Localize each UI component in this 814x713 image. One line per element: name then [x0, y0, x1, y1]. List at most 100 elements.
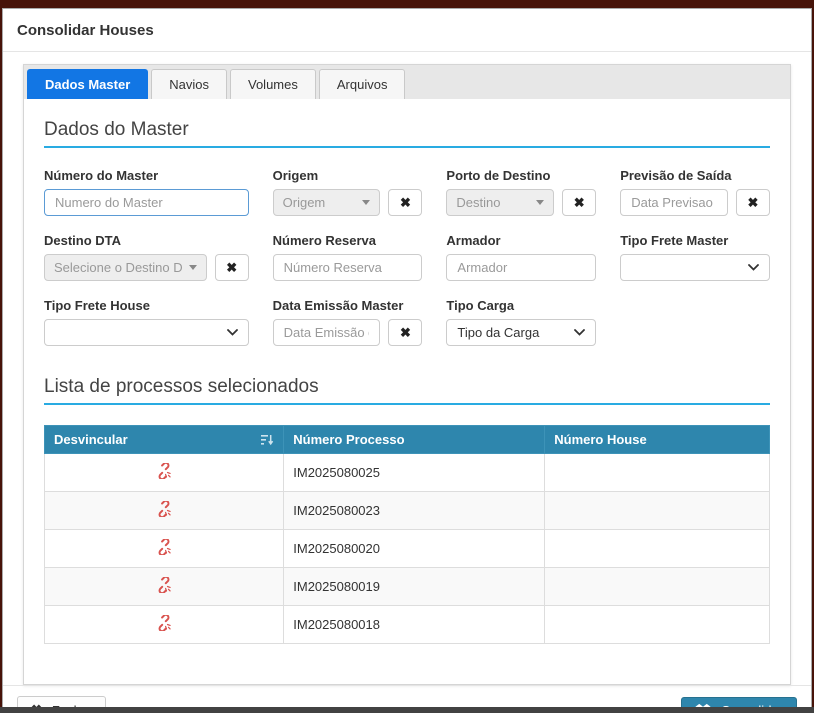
header-desvincular[interactable]: Desvincular: [43, 425, 285, 454]
processo-cell: IM2025080018: [283, 605, 546, 644]
unlink-icon: [158, 613, 171, 633]
modal-body: Dados Master Navios Volumes Arquivos Dad…: [3, 52, 811, 685]
tipo-carga-label: Tipo Carga: [446, 298, 515, 313]
field-porto-destino: Porto de Destino Destino ✖: [446, 168, 597, 216]
field-armador: Armador: [446, 233, 597, 281]
clear-icon: ✖: [399, 324, 411, 340]
tab-strip: Dados Master Navios Volumes Arquivos: [24, 65, 790, 99]
table-row: IM2025080018: [43, 605, 770, 644]
clear-icon: ✖: [399, 194, 411, 210]
destino-dta-label: Destino DTA: [44, 233, 122, 248]
origem-label: Origem: [272, 168, 319, 183]
field-previsao-saida: Previsão de Saída ✖: [620, 168, 770, 216]
consolidar-houses-modal: Consolidar Houses Dados Master Navios Vo…: [2, 8, 812, 713]
porto-destino-select[interactable]: Destino: [446, 189, 555, 216]
unlink-icon: [158, 537, 171, 557]
clear-icon: ✖: [573, 194, 585, 210]
table-row: IM2025080019: [43, 567, 770, 606]
processo-cell: IM2025080025: [283, 453, 546, 492]
porto-destino-select-value: Destino: [456, 195, 501, 210]
porto-destino-label: Porto de Destino: [446, 168, 551, 183]
background-bottom-bar: [0, 707, 814, 713]
porto-destino-clear-button[interactable]: ✖: [562, 189, 597, 216]
unlink-cell[interactable]: [43, 453, 285, 492]
empty-grid-cell: [620, 298, 770, 346]
table-row: IM2025080025: [43, 453, 770, 492]
field-numero-master: Número do Master: [44, 168, 249, 216]
tipo-frete-master-label: Tipo Frete Master: [620, 233, 729, 248]
destino-dta-clear-button[interactable]: ✖: [214, 254, 249, 281]
numero-reserva-input[interactable]: [272, 254, 423, 281]
numero-master-input[interactable]: [44, 189, 249, 216]
field-data-emissao-master: Data Emissão Master ✖: [272, 298, 423, 346]
table-row: IM2025080023: [43, 491, 770, 530]
numero-master-label: Número do Master: [44, 168, 159, 183]
tab-arquivos[interactable]: Arquivos: [318, 69, 406, 99]
house-cell: [544, 605, 770, 644]
caret-down-icon: [362, 200, 371, 205]
sort-icon: [261, 434, 274, 445]
previsao-saida-input[interactable]: [620, 189, 728, 216]
unlink-cell[interactable]: [43, 529, 285, 568]
unlink-cell[interactable]: [43, 605, 285, 644]
tipo-carga-select-value: Tipo da Carga: [457, 325, 540, 340]
process-table-body: IM2025080025: [43, 453, 770, 644]
unlink-icon: [158, 575, 171, 595]
data-emissao-master-input[interactable]: [272, 319, 381, 346]
origem-select-value: Origem: [282, 195, 326, 210]
unlink-cell[interactable]: [43, 567, 285, 606]
unlink-cell[interactable]: [43, 491, 285, 530]
house-cell: [544, 453, 770, 492]
origem-select[interactable]: Origem: [272, 189, 381, 216]
numero-reserva-label: Número Reserva: [272, 233, 376, 248]
clear-icon: ✖: [747, 194, 759, 210]
chevron-down-icon: [226, 329, 238, 336]
header-desvincular-label: Desvincular: [54, 432, 128, 447]
data-emissao-master-clear-button[interactable]: ✖: [388, 319, 423, 346]
field-origem: Origem Origem ✖: [272, 168, 423, 216]
house-cell: [544, 567, 770, 606]
caret-down-icon: [536, 200, 545, 205]
clear-icon: ✖: [226, 259, 238, 275]
section-title-processos: Lista de processos selecionados: [44, 376, 770, 405]
process-table: Desvincular Número Processo: [43, 425, 770, 644]
processo-cell: IM2025080023: [283, 491, 546, 530]
master-form: Número do Master Origem Origem ✖: [44, 168, 770, 346]
caret-down-icon: [188, 265, 197, 270]
tipo-frete-master-select[interactable]: [620, 254, 770, 281]
table-header-row: Desvincular Número Processo: [43, 425, 770, 454]
destino-dta-select-value: Selecione o Destino D: [54, 260, 183, 275]
armador-label: Armador: [446, 233, 501, 248]
tab-panel: Dados Master Navios Volumes Arquivos Dad…: [23, 64, 791, 685]
field-destino-dta: Destino DTA Selecione o Destino D ✖: [44, 233, 249, 281]
tipo-carga-select[interactable]: Tipo da Carga: [446, 319, 597, 346]
header-numero-processo: Número Processo: [283, 425, 546, 454]
tipo-frete-house-select[interactable]: [44, 319, 249, 346]
data-emissao-master-label: Data Emissão Master: [272, 298, 404, 313]
table-row: IM2025080020: [43, 529, 770, 568]
house-cell: [544, 529, 770, 568]
previsao-saida-label: Previsão de Saída: [620, 168, 732, 183]
unlink-icon: [158, 499, 171, 519]
house-cell: [544, 491, 770, 530]
processo-cell: IM2025080020: [283, 529, 546, 568]
chevron-down-icon: [748, 264, 759, 271]
previsao-saida-clear-button[interactable]: ✖: [735, 189, 770, 216]
tab-dados-master[interactable]: Dados Master: [27, 69, 149, 99]
tab-navios[interactable]: Navios: [151, 69, 227, 99]
tab-volumes[interactable]: Volumes: [230, 69, 316, 99]
destino-dta-select[interactable]: Selecione o Destino D: [44, 254, 207, 281]
field-tipo-carga: Tipo Carga Tipo da Carga: [446, 298, 597, 346]
origem-clear-button[interactable]: ✖: [388, 189, 423, 216]
field-numero-reserva: Número Reserva: [272, 233, 423, 281]
modal-title: Consolidar Houses: [3, 9, 811, 52]
armador-input[interactable]: [446, 254, 597, 281]
section-title-dados-master: Dados do Master: [44, 119, 770, 148]
field-tipo-frete-house: Tipo Frete House: [44, 298, 249, 346]
field-tipo-frete-master: Tipo Frete Master: [620, 233, 770, 281]
tab-content-dados-master: Dados do Master Número do Master Origem …: [24, 99, 790, 684]
chevron-down-icon: [574, 329, 586, 336]
header-numero-house: Número House: [544, 425, 770, 454]
processo-cell: IM2025080019: [283, 567, 546, 606]
unlink-icon: [158, 461, 171, 481]
